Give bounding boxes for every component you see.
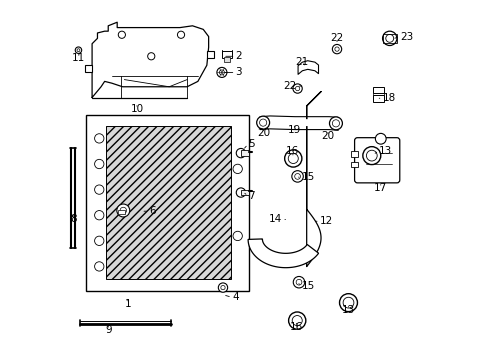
Text: 11: 11 (72, 53, 85, 63)
Circle shape (362, 147, 380, 165)
Text: 12: 12 (319, 216, 332, 226)
Bar (224, 57, 229, 62)
Circle shape (284, 150, 301, 167)
Text: 1: 1 (124, 299, 131, 309)
Circle shape (329, 117, 342, 130)
Text: 7: 7 (247, 191, 254, 201)
Bar (382, 34, 396, 42)
Circle shape (291, 171, 303, 182)
Text: 2: 2 (235, 51, 242, 61)
Circle shape (94, 185, 104, 194)
Circle shape (94, 262, 104, 271)
Circle shape (288, 312, 305, 329)
Text: 13: 13 (341, 305, 354, 315)
Text: 8: 8 (70, 215, 76, 224)
Circle shape (233, 231, 242, 240)
Circle shape (236, 188, 245, 197)
Bar (350, 162, 357, 167)
Circle shape (385, 35, 393, 42)
Circle shape (339, 294, 357, 312)
Circle shape (292, 316, 302, 325)
Text: 17: 17 (373, 183, 386, 193)
Bar (372, 95, 383, 102)
Text: 22: 22 (283, 81, 296, 91)
Circle shape (382, 31, 396, 45)
Circle shape (117, 204, 129, 217)
Text: 3: 3 (235, 67, 242, 77)
Circle shape (334, 47, 339, 51)
Text: 18: 18 (382, 93, 395, 103)
Polygon shape (247, 239, 318, 268)
Circle shape (118, 31, 125, 39)
Circle shape (332, 44, 341, 54)
Text: 23: 23 (399, 32, 412, 41)
Text: 20: 20 (256, 129, 269, 138)
Text: 13: 13 (378, 145, 391, 156)
Text: 4: 4 (231, 292, 238, 302)
Bar (241, 190, 248, 195)
Text: 20: 20 (321, 131, 334, 141)
Text: 10: 10 (130, 104, 143, 114)
Circle shape (236, 148, 245, 158)
Circle shape (218, 283, 227, 292)
Text: 9: 9 (105, 325, 111, 335)
Circle shape (366, 150, 376, 161)
Polygon shape (85, 65, 92, 72)
Bar (222, 51, 231, 58)
Circle shape (295, 86, 299, 91)
Circle shape (293, 276, 304, 288)
Circle shape (221, 285, 224, 290)
Bar (105, 126, 231, 279)
FancyBboxPatch shape (354, 138, 399, 183)
Circle shape (120, 207, 126, 214)
Text: 19: 19 (287, 125, 301, 135)
Circle shape (343, 297, 353, 308)
Text: 14: 14 (268, 215, 282, 224)
Circle shape (292, 84, 302, 93)
Bar (241, 150, 248, 156)
Text: 15: 15 (301, 172, 314, 182)
Circle shape (256, 116, 269, 129)
Text: 21: 21 (295, 57, 308, 67)
Circle shape (217, 67, 226, 77)
Circle shape (75, 47, 81, 53)
Circle shape (94, 134, 104, 143)
Text: 15: 15 (301, 281, 314, 291)
Text: 22: 22 (330, 33, 343, 43)
Text: 16: 16 (285, 146, 299, 156)
Circle shape (287, 153, 298, 163)
Circle shape (233, 164, 242, 174)
Circle shape (219, 70, 224, 75)
Bar (86, 116, 249, 291)
Circle shape (259, 119, 266, 126)
Polygon shape (206, 51, 214, 58)
Circle shape (94, 236, 104, 246)
Circle shape (94, 211, 104, 220)
Circle shape (147, 53, 155, 60)
Text: 5: 5 (247, 139, 254, 149)
Circle shape (332, 120, 339, 127)
Circle shape (94, 159, 104, 169)
Text: 6: 6 (149, 206, 156, 216)
Circle shape (296, 279, 301, 285)
Circle shape (294, 174, 300, 179)
Circle shape (177, 31, 184, 39)
Bar (372, 87, 383, 93)
Text: 16: 16 (289, 322, 303, 332)
Bar (118, 211, 124, 214)
Bar (350, 151, 357, 157)
Circle shape (77, 49, 80, 51)
Circle shape (375, 134, 386, 144)
